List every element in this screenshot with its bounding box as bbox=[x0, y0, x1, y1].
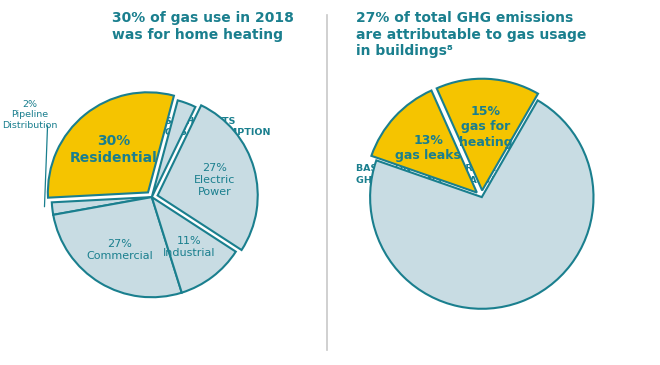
Wedge shape bbox=[370, 100, 593, 309]
Wedge shape bbox=[152, 100, 195, 197]
Wedge shape bbox=[158, 105, 257, 250]
Wedge shape bbox=[53, 197, 182, 297]
Text: 11%
Industrial: 11% Industrial bbox=[163, 235, 216, 258]
Text: 30% of gas use in 2018
was for home heating: 30% of gas use in 2018 was for home heat… bbox=[112, 11, 294, 42]
Text: 15%
gas for
heating: 15% gas for heating bbox=[459, 105, 512, 149]
Text: BASED ON 2016 – PARTIAL 2017 DATA
GHG EMISSIONS IN MASSACHUSETTS: BASED ON 2016 – PARTIAL 2017 DATA GHG EM… bbox=[356, 164, 556, 185]
Text: 27%
Commercial: 27% Commercial bbox=[86, 239, 153, 261]
Wedge shape bbox=[437, 79, 538, 191]
Wedge shape bbox=[372, 91, 477, 193]
Text: 13%
gas leaks: 13% gas leaks bbox=[395, 134, 461, 162]
Text: 2018 MASSACHUSETTS
NATURAL GAS CONSUMPTION: 2018 MASSACHUSETTS NATURAL GAS CONSUMPTI… bbox=[112, 117, 271, 137]
Text: 27%
Electric
Power: 27% Electric Power bbox=[194, 162, 235, 197]
Wedge shape bbox=[48, 92, 174, 198]
Wedge shape bbox=[152, 197, 236, 293]
Text: 27% of total GHG emissions
are attributable to gas usage
in buildings⁸: 27% of total GHG emissions are attributa… bbox=[356, 11, 586, 58]
Text: 30%
Residential: 30% Residential bbox=[69, 134, 157, 165]
Wedge shape bbox=[51, 197, 152, 215]
Text: 2%
Pipeline
Distribution: 2% Pipeline Distribution bbox=[2, 100, 57, 130]
